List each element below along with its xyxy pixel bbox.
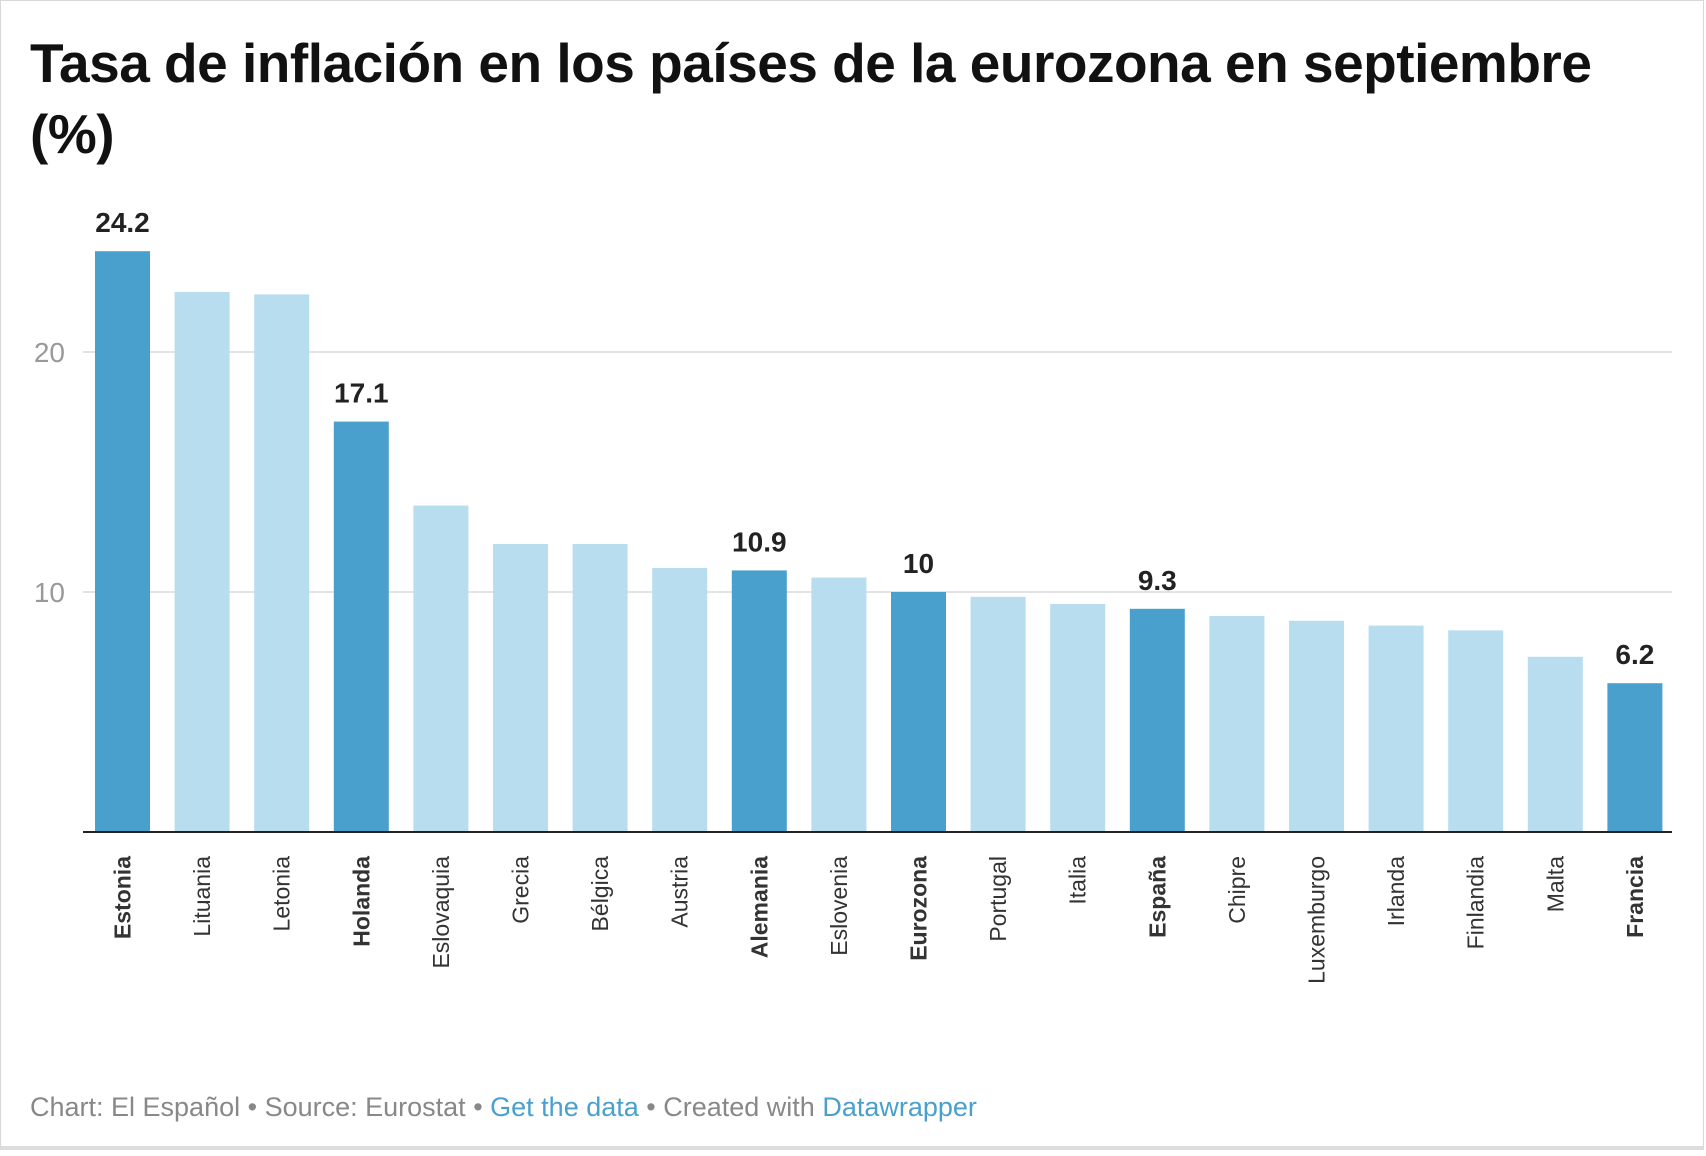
datawrapper-link[interactable]: Datawrapper — [822, 1092, 977, 1122]
x-tick-label: Holanda — [348, 856, 374, 947]
x-tick-label: Francia — [1622, 856, 1648, 938]
x-tick-label: Finlandia — [1463, 856, 1489, 950]
bar-irlanda — [1368, 625, 1424, 832]
x-tick-label: Eurozona — [906, 856, 932, 961]
y-tick-label: 10 — [34, 577, 65, 608]
bar-eurozona — [891, 592, 946, 832]
bar-letonia — [254, 294, 310, 832]
data-label: 6.2 — [1615, 639, 1654, 670]
x-tick-label: Luxemburgo — [1304, 856, 1330, 984]
x-tick-label: Austria — [667, 856, 693, 928]
bar-holanda — [333, 421, 389, 832]
x-tick-label: Irlanda — [1383, 856, 1409, 927]
bar-malta — [1527, 656, 1583, 832]
x-tick-label: Portugal — [985, 856, 1011, 942]
data-label: 9.3 — [1138, 565, 1177, 596]
footer-source: Source: Eurostat — [264, 1092, 466, 1122]
bar-austria — [652, 568, 708, 832]
x-tick-label: Malta — [1542, 856, 1568, 912]
bar-españa — [1129, 608, 1185, 832]
x-tick-label: Grecia — [508, 856, 534, 924]
footer-separator: • — [240, 1092, 265, 1122]
x-tick-label: Eslovenia — [826, 856, 852, 956]
data-label: 17.1 — [334, 378, 389, 409]
data-label: 10.9 — [732, 526, 787, 557]
bar-chipre — [1209, 616, 1265, 832]
bar-alemania — [731, 570, 787, 832]
x-tick-label: Letonia — [269, 856, 295, 932]
x-tick-label: Lituania — [189, 856, 215, 937]
footer: Chart: El Español • Source: Eurostat • G… — [30, 1092, 977, 1123]
footer-separator: • — [465, 1092, 491, 1122]
bar-francia — [1607, 683, 1663, 832]
x-tick-label: Alemania — [746, 856, 772, 958]
y-tick-label: 20 — [34, 337, 65, 368]
bar-finlandia — [1448, 630, 1504, 832]
x-tick-label: Eslovaquia — [428, 856, 454, 969]
x-tick-label: Estonia — [110, 856, 136, 939]
bar-chart: 10 20 24.2 Estonia Lituania Letonia 17.1 Holand… — [34, 207, 1672, 984]
get-the-data-link[interactable]: Get the data — [490, 1092, 639, 1122]
footer-created: Created with — [663, 1092, 815, 1122]
bar-italia — [1050, 604, 1106, 832]
bar-eslovenia — [811, 577, 867, 832]
bar-grecia — [493, 544, 548, 832]
x-tick-label: Chipre — [1224, 856, 1250, 924]
data-label: 10 — [903, 548, 934, 579]
bar-bélgica — [572, 544, 628, 832]
bar-lituania — [174, 292, 230, 832]
footer-chart-credit: Chart: El Español — [30, 1092, 241, 1122]
bar-luxemburgo — [1289, 620, 1344, 832]
footer-separator: • — [638, 1092, 664, 1122]
bar-portugal — [970, 596, 1026, 832]
data-label: 24.2 — [95, 207, 150, 238]
x-tick-label: España — [1144, 856, 1170, 938]
bar-eslovaquia — [413, 505, 469, 832]
bar-estonia — [95, 251, 150, 832]
x-tick-label: Bélgica — [587, 856, 613, 932]
chart-title: Tasa de inflación en los países de la eu… — [30, 32, 1592, 165]
x-tick-label: Italia — [1065, 856, 1091, 905]
